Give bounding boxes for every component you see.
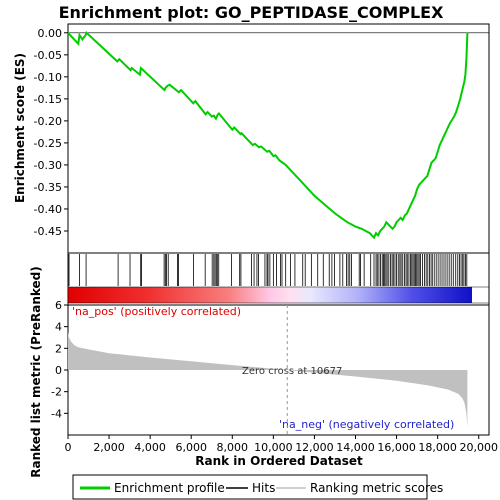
legend: Enrichment profile Hits Ranking metric s… — [72, 474, 443, 500]
metric-y-tick-label: -2 — [51, 386, 62, 399]
es-y-tick-label: -0.30 — [34, 159, 62, 172]
es-y-tick-label: -0.20 — [34, 115, 62, 128]
es-y-tick-label: -0.15 — [34, 93, 62, 106]
zero-cross-label: Zero cross at 10677 — [242, 366, 342, 377]
legend-hits-label: Hits — [252, 481, 275, 495]
metric-y-tick-label: 4 — [55, 321, 62, 334]
es-y-tick-label: -0.40 — [34, 203, 62, 216]
chart-title: Enrichment plot: GO_PEPTIDASE_COMPLEX — [59, 3, 444, 22]
es-y-tick-label: -0.05 — [34, 49, 62, 62]
enrichment-profile-line — [67, 31, 469, 240]
es-panel-frame — [67, 23, 490, 254]
x-tick-label: 14,000 — [336, 441, 375, 454]
x-tick-label: 8,000 — [217, 441, 249, 454]
metric-y-tick-label: 0 — [55, 364, 62, 377]
hits-group — [68, 254, 468, 286]
x-tick-label: 12,000 — [295, 441, 334, 454]
x-tick-label: 6,000 — [175, 441, 207, 454]
x-tick-label: 16,000 — [377, 441, 416, 454]
pos-correlated-label: 'na_pos' (positively correlated) — [72, 305, 241, 318]
es-y-tick-label: 0.00 — [38, 27, 63, 40]
x-tick-label: 0 — [65, 441, 72, 454]
x-ticks: 0 2,000 4,000 6,000 8,000 10,000 12,000 14,000 1… — [65, 435, 498, 454]
es-line-group — [67, 31, 469, 240]
es-y-tick-label: -0.45 — [34, 225, 62, 238]
legend-enrichment-label: Enrichment profile — [114, 481, 225, 495]
x-tick-label: 10,000 — [254, 441, 293, 454]
metric-y-axis-title: Ranked list metric (PreRanked) — [29, 266, 43, 478]
rank-color-bar — [68, 287, 472, 303]
metric-y-tick-label: 6 — [55, 299, 62, 312]
es-y-tick-label: -0.25 — [34, 137, 62, 150]
metric-area-group — [68, 332, 468, 428]
rank-color-bar-frame — [67, 286, 490, 304]
x-axis-title: Rank in Ordered Dataset — [195, 454, 363, 468]
x-tick-label: 20,000 — [459, 441, 498, 454]
legend-box — [72, 474, 428, 500]
es-y-ticks: 0.00 -0.05 -0.10 -0.15 -0.20 -0.25 -0.30 -0.35 -… — [34, 27, 68, 238]
x-tick-label: 2,000 — [93, 441, 125, 454]
ranking-metric-area — [68, 332, 468, 428]
es-y-axis-title: Enrichment score (ES) — [13, 53, 27, 203]
es-y-tick-label: -0.35 — [34, 181, 62, 194]
legend-metric-label: Ranking metric scores — [310, 481, 443, 495]
x-tick-label: 4,000 — [134, 441, 166, 454]
metric-y-tick-label: 2 — [55, 342, 62, 355]
es-y-tick-label: -0.10 — [34, 71, 62, 84]
metric-y-tick-label: -4 — [51, 407, 62, 420]
metric-y-ticks: 6 4 2 0 -2 -4 — [51, 299, 68, 420]
neg-correlated-label: 'na_neg' (negatively correlated) — [279, 418, 454, 431]
x-tick-label: 18,000 — [418, 441, 457, 454]
